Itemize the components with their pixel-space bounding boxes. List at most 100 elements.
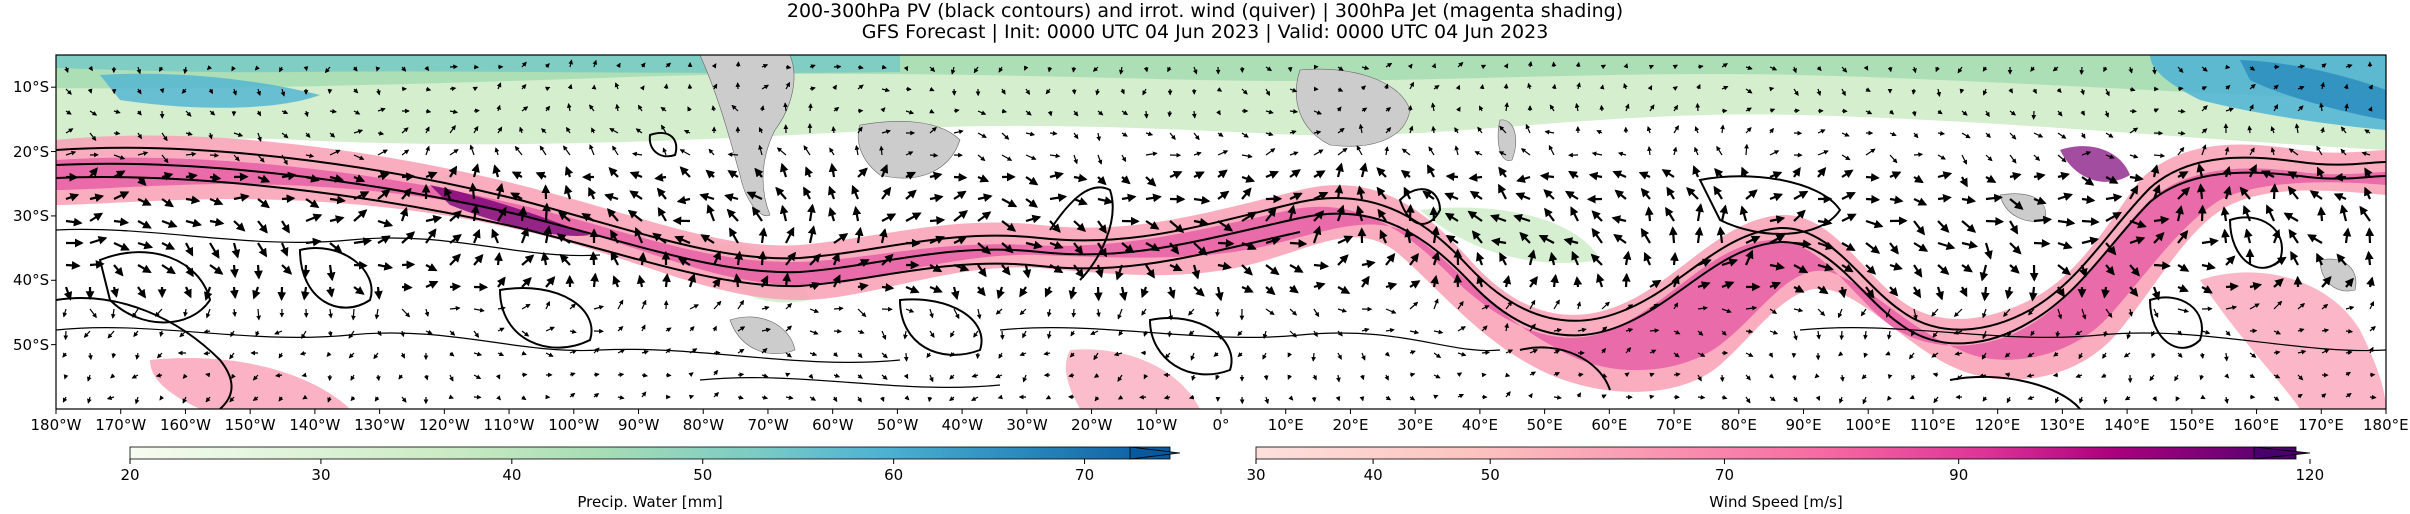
wind-arrow	[1145, 242, 1161, 252]
wind-arrow	[185, 110, 192, 117]
wind-arrow	[2364, 186, 2373, 200]
wind-arrow	[1337, 127, 1345, 134]
wind-arrow	[2201, 66, 2208, 72]
wind-arrow	[1889, 171, 1902, 180]
wind-arrow	[279, 66, 284, 73]
wind-arrow	[1444, 212, 1459, 222]
wind-arrow	[1193, 151, 1202, 157]
wind-arrow	[1792, 66, 1797, 74]
wind-arrow	[303, 66, 309, 72]
wind-arrow	[1313, 261, 1330, 271]
wind-arrow	[329, 195, 346, 205]
wind-arrow	[2249, 104, 2254, 112]
wind-arrow	[953, 190, 967, 200]
wind-arrow	[1713, 185, 1723, 200]
wind-arrow	[1982, 66, 1988, 72]
wind-arrow	[1289, 264, 1304, 273]
wind-arrow	[803, 186, 812, 200]
wind-arrow	[1793, 108, 1801, 114]
colorbar-tick-label: 90	[1949, 466, 1969, 484]
wind-arrow	[1356, 185, 1366, 200]
wind-arrow	[779, 204, 789, 222]
colorbar-tick-label: 60	[884, 466, 904, 484]
wind-arrow	[1241, 88, 1248, 95]
lon-tick-label: 160°W	[159, 416, 211, 434]
wind-arrow	[305, 132, 311, 138]
wind-arrow	[183, 286, 192, 299]
wind-arrow	[1697, 64, 1704, 70]
wind-arrow	[1265, 109, 1274, 115]
wind-arrow	[1313, 170, 1326, 179]
wind-arrow	[2153, 261, 2171, 270]
wind-arrow	[280, 88, 286, 97]
wind-arrow	[857, 167, 868, 178]
wind-arrow	[1563, 237, 1579, 246]
wind-arrow	[497, 206, 507, 222]
wind-arrow	[2009, 154, 2017, 164]
wind-arrow	[64, 66, 69, 74]
wind-arrow	[1721, 258, 1739, 267]
wind-arrow	[1673, 104, 1679, 112]
wind-arrow	[1643, 251, 1652, 266]
wind-arrow	[1241, 211, 1258, 222]
wind-arrow	[1360, 85, 1367, 91]
wind-arrow	[609, 128, 619, 134]
wind-arrow	[2345, 328, 2354, 334]
wind-arrow	[2309, 190, 2323, 200]
wind-arrow	[2320, 126, 2325, 134]
wind-arrow	[541, 128, 547, 134]
wind-arrow	[2225, 282, 2239, 292]
wind-arrow	[2270, 125, 2276, 134]
wind-arrow	[1937, 264, 1950, 275]
wind-arrow	[1169, 242, 1180, 255]
wind-arrow	[209, 110, 216, 116]
wind-arrow	[2129, 184, 2139, 200]
wind-arrow	[663, 83, 669, 90]
wind-arrow	[521, 61, 527, 68]
wind-arrow	[1769, 234, 1786, 244]
wind-arrow	[519, 126, 524, 134]
wind-arrow	[2342, 227, 2352, 244]
wind-arrow	[1769, 215, 1786, 224]
wind-arrow	[495, 182, 505, 200]
wind-arrow	[329, 242, 343, 254]
wind-arrow	[2177, 108, 2186, 114]
wind-arrow	[1694, 126, 1700, 134]
wind-arrow	[1575, 61, 1581, 68]
wind-arrow	[511, 171, 523, 180]
wind-arrow	[857, 282, 869, 291]
wind-arrow	[2057, 110, 2063, 117]
wind-arrow	[2177, 171, 2189, 180]
wind-arrow	[2316, 252, 2325, 266]
wind-arrow	[257, 174, 271, 183]
wind-arrow	[1865, 194, 1881, 204]
lat-tick-label: 30°S	[13, 206, 50, 225]
wind-arrow	[88, 167, 98, 178]
wind-arrow	[137, 151, 149, 156]
wind-arrow	[257, 154, 265, 163]
wind-arrow	[665, 372, 672, 378]
wind-arrow	[712, 250, 721, 266]
wind-arrow	[305, 153, 315, 159]
wind-arrow	[1335, 162, 1344, 178]
wind-arrow	[631, 151, 643, 157]
wind-arrow	[2316, 166, 2325, 178]
wind-arrow	[1624, 103, 1630, 112]
wind-arrow	[1719, 204, 1729, 222]
wind-arrow	[879, 145, 884, 156]
wind-arrow	[1504, 102, 1509, 112]
wind-arrow	[327, 88, 333, 95]
wind-arrow	[1617, 151, 1627, 157]
wind-arrow	[608, 166, 619, 178]
wind-arrow	[1588, 171, 1603, 181]
wind-arrow	[857, 84, 864, 90]
wind-arrow	[1001, 198, 1018, 208]
wind-arrow	[679, 166, 691, 178]
wind-arrow	[2288, 228, 2299, 244]
wind-arrow	[1744, 143, 1749, 156]
wind-arrow	[1073, 220, 1086, 232]
wind-arrow	[1121, 154, 1127, 163]
wind-arrow	[2340, 148, 2347, 156]
wind-arrow	[2080, 132, 2086, 139]
wind-arrow	[1217, 261, 1232, 271]
